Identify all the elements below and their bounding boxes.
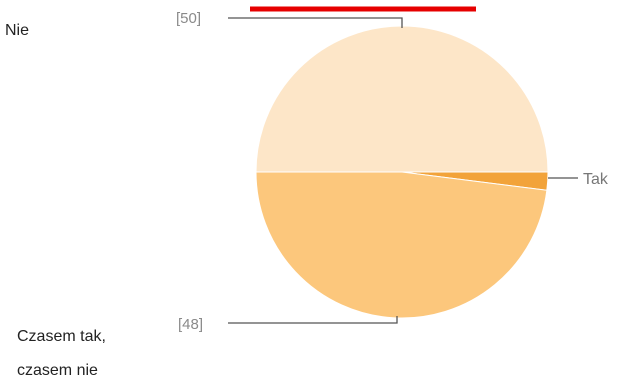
slice-label-nie: Nie <box>5 22 29 39</box>
pie-slice-nie <box>255 25 549 173</box>
slice-count-nie: [50] <box>176 10 201 27</box>
leader-line-nie <box>228 17 403 28</box>
slice-label-czasem-line2: czasem nie <box>17 362 98 379</box>
pie-slices <box>255 25 549 319</box>
slice-label-tak: Tak <box>583 171 609 188</box>
leader-line-czasem <box>228 316 398 324</box>
pie-slice-czasem <box>255 171 548 319</box>
slice-count-czasem: [48] <box>178 316 203 333</box>
slice-label-czasem-line1: Czasem tak, <box>17 328 106 345</box>
